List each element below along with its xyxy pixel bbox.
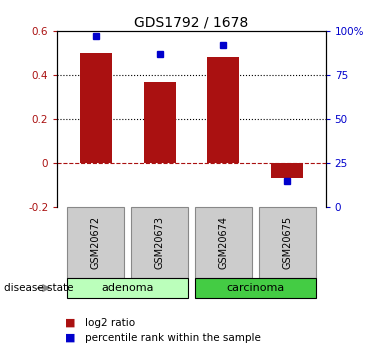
Title: GDS1792 / 1678: GDS1792 / 1678 <box>134 16 249 30</box>
Text: GSM20672: GSM20672 <box>91 216 101 269</box>
Text: percentile rank within the sample: percentile rank within the sample <box>85 333 261 343</box>
Bar <box>208 57 239 163</box>
Bar <box>67 278 188 298</box>
Text: ■: ■ <box>65 333 75 343</box>
Bar <box>80 53 112 163</box>
Bar <box>259 207 316 278</box>
Bar <box>144 82 175 163</box>
Text: GSM20673: GSM20673 <box>155 216 165 269</box>
Bar <box>67 207 124 278</box>
Bar <box>195 278 316 298</box>
Text: disease state: disease state <box>4 283 73 293</box>
Text: adenoma: adenoma <box>101 283 154 293</box>
Bar <box>195 207 252 278</box>
Bar <box>271 163 303 178</box>
Bar <box>131 207 188 278</box>
Text: GSM20675: GSM20675 <box>282 216 292 269</box>
Text: log2 ratio: log2 ratio <box>85 318 135 327</box>
Text: GSM20674: GSM20674 <box>218 216 228 269</box>
Text: carcinoma: carcinoma <box>226 283 285 293</box>
Text: ■: ■ <box>65 318 75 327</box>
